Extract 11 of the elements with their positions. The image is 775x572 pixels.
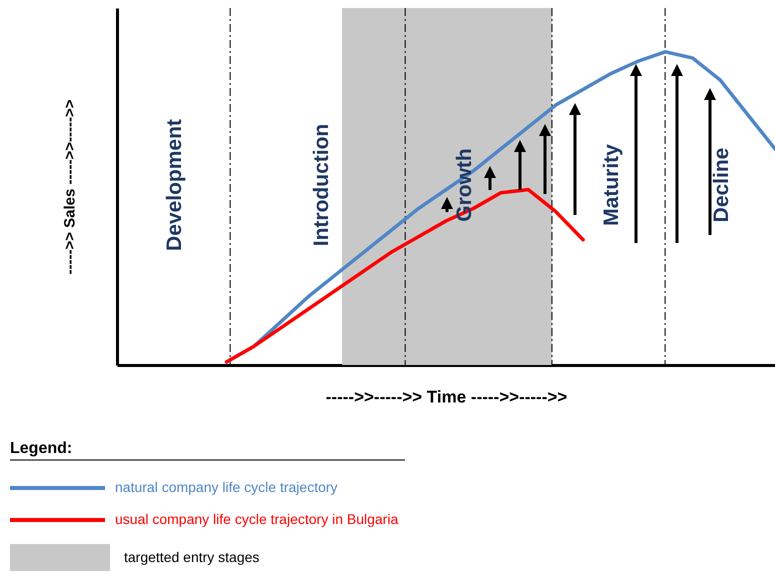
text: natural company life cycle trajectory (115, 479, 338, 495)
annotation: Introduction (310, 124, 333, 246)
annotation: Decline (710, 148, 733, 222)
x-axis-title: ----->>----->> Time ----->>----->> (326, 388, 568, 406)
y-axis-title: ----->> Sales ----->>----->> (62, 99, 78, 275)
annotation: Growth (453, 148, 476, 222)
text: usual company life cycle trajectory in Bulgaria (115, 511, 398, 527)
annotation: Development (163, 119, 186, 251)
text: targetted entry stages (124, 549, 260, 565)
legend-title: Legend: (10, 440, 72, 457)
annotation: Maturity (600, 144, 623, 226)
